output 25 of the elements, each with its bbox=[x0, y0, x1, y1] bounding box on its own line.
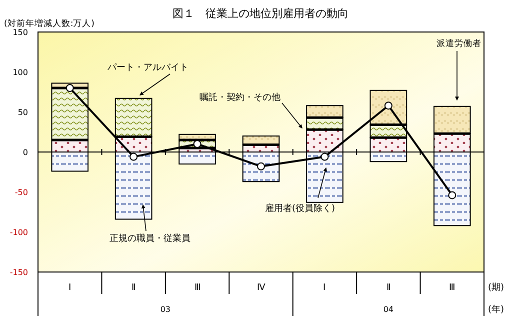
y-tick-label: 0 bbox=[22, 148, 28, 157]
x-tick-label: Ⅱ bbox=[132, 282, 136, 292]
y-tick-label: -150 bbox=[10, 268, 28, 277]
x-tick-label: Ⅲ bbox=[194, 282, 200, 292]
y-axis-title: (対前年増減人数:万人) bbox=[4, 18, 94, 29]
y-tick-label: 100 bbox=[12, 68, 28, 77]
x-tick-label: Ⅰ bbox=[68, 282, 72, 292]
text: (期) bbox=[488, 282, 504, 293]
x-tick-label: Ⅲ bbox=[449, 282, 456, 292]
text: 03 bbox=[160, 305, 171, 314]
y-tick-label: -100 bbox=[10, 228, 28, 237]
series-label: 正規の職員・従業員 bbox=[110, 233, 190, 244]
x-tick-label: Ⅱ bbox=[386, 282, 390, 292]
text: 04 bbox=[383, 305, 394, 314]
x-tick-label: Ⅳ bbox=[257, 282, 266, 292]
x-tick-label: Ⅰ bbox=[323, 282, 326, 292]
text: パート・アルバイト bbox=[106, 63, 188, 73]
y-tick-label: -50 bbox=[14, 188, 28, 197]
y-tick-label: 150 bbox=[12, 28, 28, 37]
y-tick-label: 50 bbox=[18, 108, 28, 117]
text: (年) bbox=[488, 304, 504, 315]
chart-title: 図１ 従業上の地位別雇用者の動向 bbox=[172, 7, 348, 20]
text: 雇用者(役員除く) bbox=[264, 203, 336, 214]
text: 嘱託・契約・その他 bbox=[200, 92, 280, 103]
text: 派遣労働者 bbox=[436, 38, 482, 49]
